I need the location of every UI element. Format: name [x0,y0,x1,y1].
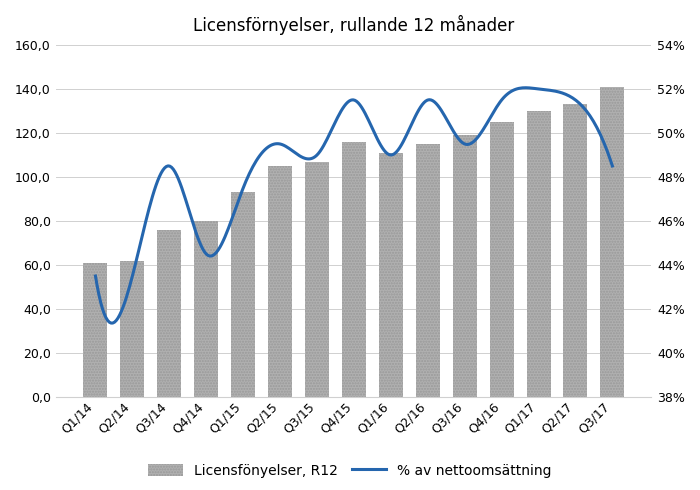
Bar [158,230,181,397]
Bar [231,193,255,397]
Bar [489,122,514,397]
Bar [305,162,329,397]
Bar [416,144,440,397]
Bar [83,263,108,397]
Bar [120,261,144,397]
Bar [268,166,292,397]
Bar [564,104,587,397]
Bar [453,135,477,397]
Bar [379,153,403,397]
Title: Licensförnyelser, rullande 12 månader: Licensförnyelser, rullande 12 månader [193,15,514,35]
Bar [342,142,366,397]
Bar [526,111,551,397]
Bar [194,221,218,397]
Legend: Licensfönyelser, R12, % av nettoomsättning: Licensfönyelser, R12, % av nettoomsättni… [143,458,557,483]
Bar [601,87,624,397]
